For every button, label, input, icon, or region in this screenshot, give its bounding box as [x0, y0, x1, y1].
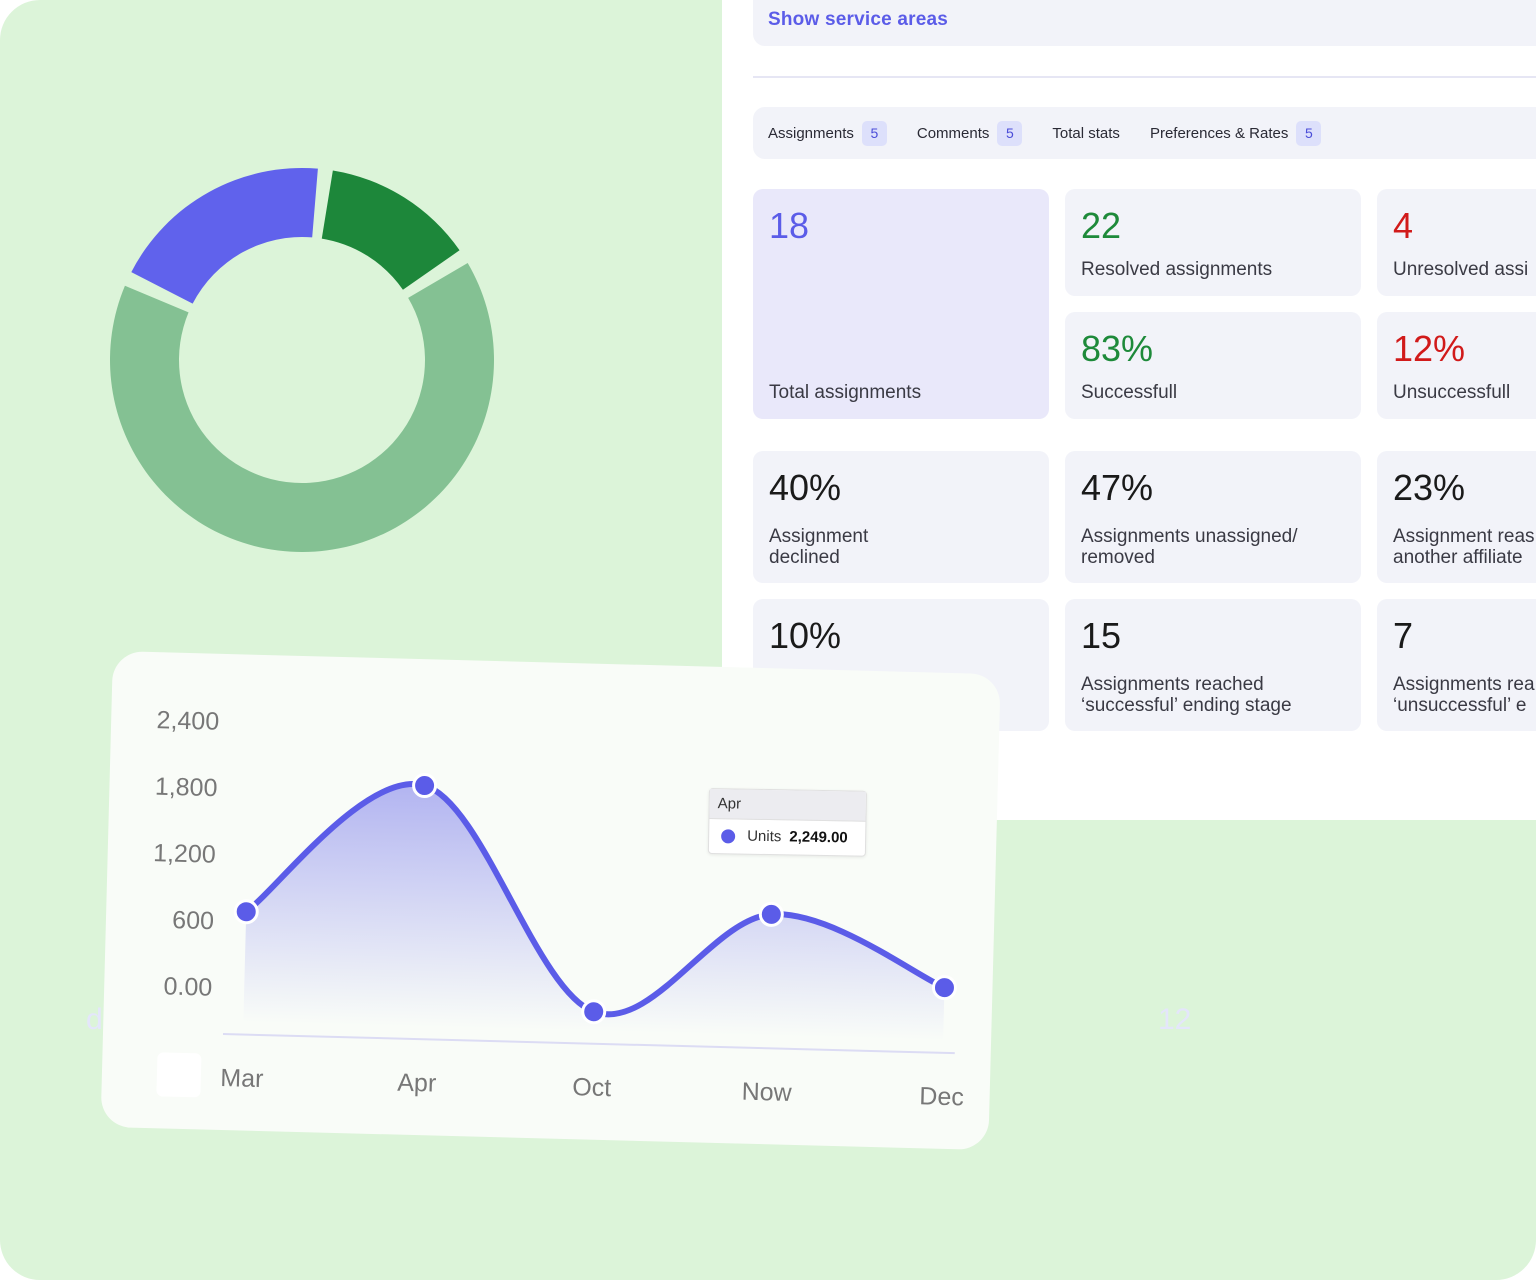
stat-card-total-assignments: 18 Total assignments: [753, 189, 1049, 419]
service-areas-bar: [753, 0, 1536, 46]
stat-card-declined: 40% Assignment declined: [753, 451, 1049, 583]
show-service-areas-link[interactable]: Show service areas: [768, 9, 948, 30]
line-chart-card: 2,400 1,800 1,200 600 0.00 Mar Apr Oct Now Dec: [100, 651, 1001, 1151]
y-tick-label: 1,800: [155, 773, 218, 803]
stat-label: Resolved assignments: [1081, 259, 1273, 280]
count-badge: 5: [1296, 120, 1322, 146]
tab-label: Comments: [916, 124, 990, 142]
line-chart-svg: 2,400 1,800 1,200 600 0.00 Mar Apr Oct Now Dec: [153, 706, 964, 1111]
donut-segment-2: [110, 262, 494, 552]
stat-card-reached-successful: 15 Assignments reached ‘successful’ endi…: [1065, 599, 1361, 731]
stat-value: 40%: [769, 467, 842, 508]
tooltip-series-name: Units: [747, 827, 782, 846]
tab-comments[interactable]: Comments 5: [916, 120, 1023, 146]
stat-label: Assignments rea: [1393, 674, 1535, 695]
stat-value: 7: [1393, 615, 1414, 656]
stat-label: Successfull: [1081, 382, 1178, 403]
data-point-mar[interactable]: [233, 899, 259, 925]
donut-svg: [110, 168, 494, 552]
tab-assignments[interactable]: Assignments 5: [768, 120, 887, 146]
stat-card-reassigned: 23% Assignment reas another affiliate: [1377, 451, 1536, 583]
stat-card-resolved: 22 Resolved assignments: [1065, 189, 1361, 296]
stat-label: ‘unsuccessful’ e: [1393, 695, 1527, 716]
stat-label: removed: [1081, 547, 1155, 568]
count-badge: 5: [861, 120, 887, 146]
donut-segment-1: [321, 170, 460, 290]
stat-label: ‘successful’ ending stage: [1081, 695, 1292, 716]
tab-bar: Assignments 5 Comments 5 Total stats Pre…: [753, 107, 1536, 159]
tab-total-stats[interactable]: Total stats: [1052, 125, 1120, 142]
stat-label: Unresolved assi: [1393, 259, 1529, 280]
tab-label: Total stats: [1052, 124, 1120, 142]
stat-value: 15: [1081, 615, 1122, 656]
divider: [753, 76, 1536, 78]
stat-label: Unsuccessfull: [1393, 382, 1511, 403]
y-tick-label: 0.00: [163, 972, 212, 1001]
stat-label: Assignments reached: [1081, 674, 1264, 695]
y-tick-label: 1,200: [153, 839, 216, 869]
stat-value: 4: [1393, 205, 1414, 246]
y-tick-label: 600: [172, 906, 214, 935]
stat-label: Assignment: [769, 526, 869, 547]
stat-label: Assignment reas: [1393, 526, 1535, 547]
data-point-now[interactable]: [758, 901, 784, 927]
count-badge: 5: [997, 120, 1023, 146]
stat-value: 47%: [1081, 467, 1154, 508]
x-tick-label: Mar: [220, 1064, 264, 1093]
tooltip-category: Apr: [709, 789, 866, 822]
stat-label: Assignments unassigned/: [1081, 526, 1298, 547]
data-point-dec[interactable]: [931, 975, 957, 1001]
data-point-apr[interactable]: [412, 773, 438, 799]
stat-label: another affiliate: [1393, 547, 1523, 568]
stat-value: 83%: [1081, 328, 1154, 369]
chart-tooltip: Apr Units 2,249.00: [707, 788, 867, 857]
tab-label: Assignments: [768, 124, 854, 142]
area-fill: [243, 783, 945, 1041]
stat-value: 10%: [769, 615, 842, 656]
stat-card-reached-unsuccessful: 7 Assignments rea ‘unsuccessful’ e: [1377, 599, 1536, 731]
data-point-oct[interactable]: [581, 999, 607, 1025]
stat-card-successful: 83% Successfull: [1065, 312, 1361, 419]
tab-label: Preferences & Rates: [1149, 124, 1289, 142]
donut-segment-0: [131, 168, 318, 304]
stat-card-unassigned: 47% Assignments unassigned/ removed: [1065, 451, 1361, 583]
x-axis-line: [222, 1033, 955, 1055]
x-tick-label: Dec: [919, 1082, 964, 1111]
tooltip-row: Units 2,249.00: [709, 819, 866, 855]
stat-card-unsuccessful: 12% Unsuccessfull: [1377, 312, 1536, 419]
legend-swatch: [156, 1052, 202, 1098]
tab-preferences-rates[interactable]: Preferences & Rates 5: [1149, 120, 1322, 146]
stat-value: 18: [769, 205, 810, 246]
tooltip-value: 2,249.00: [789, 828, 848, 847]
stat-label: declined: [769, 547, 840, 568]
stat-card-unresolved: 4 Unresolved assi: [1377, 189, 1536, 296]
ghost-text-right: 12: [1158, 1003, 1192, 1036]
stat-value: 22: [1081, 205, 1122, 246]
stat-value: 23%: [1393, 467, 1466, 508]
x-tick-label: Oct: [572, 1073, 612, 1102]
x-tick-label: Now: [741, 1078, 793, 1107]
x-tick-label: Apr: [397, 1069, 437, 1098]
stat-value: 12%: [1393, 328, 1466, 369]
series-marker-icon: [721, 828, 736, 843]
y-tick-label: 2,400: [156, 706, 219, 736]
stat-label: Total assignments: [769, 382, 922, 403]
donut-chart: [100, 160, 500, 560]
